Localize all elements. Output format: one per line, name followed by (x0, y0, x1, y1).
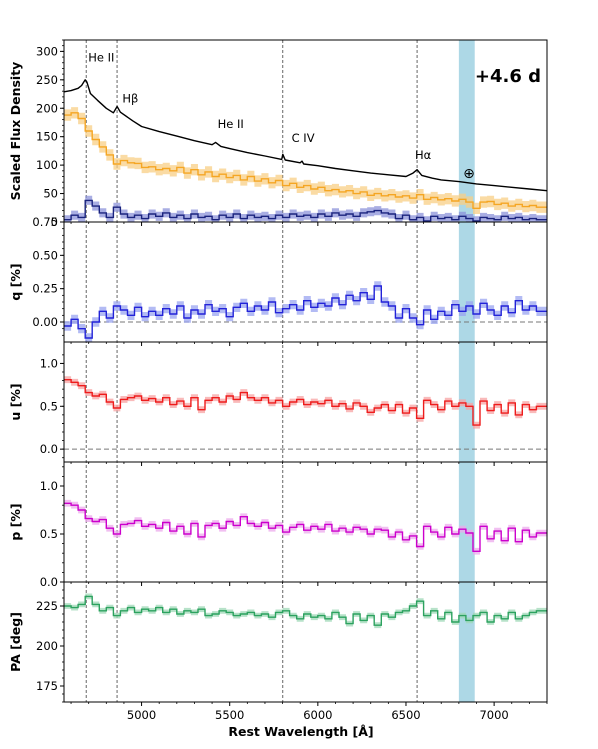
p-series-0-line (64, 502, 547, 552)
xtick-label-4: 7000 (479, 708, 508, 722)
pa-ytick-label-0: 175 (36, 679, 58, 693)
u-ytick-label-1: 0.5 (40, 399, 58, 413)
p-ytick-label-1: 0.5 (40, 527, 58, 541)
line-marker-layer (85, 40, 418, 702)
q-ytick-label-3: 0.75 (32, 215, 58, 229)
flux-line-label-2: He II (218, 117, 244, 131)
u-y-axis-label: u [%] (8, 383, 23, 420)
text-layer: +4.6 d Rest Wavelength [Å] ⊕ 0 50 100 150 20… (8, 44, 541, 739)
panel-pa-frame (63, 581, 548, 703)
flux-line-label-3: C IV (292, 131, 315, 145)
u-series-0-band (64, 376, 547, 429)
xtick-label-2: 6000 (303, 708, 332, 722)
flux-series-1-line (64, 112, 547, 209)
telluric-symbol: ⊕ (463, 166, 475, 182)
panel-flux-plot (64, 79, 547, 222)
u-ytick-label-2: 1.0 (40, 356, 58, 370)
panel-u-plot (64, 376, 547, 450)
panel-p-plot (64, 499, 547, 555)
p-y-axis-label: p [%] (8, 503, 23, 540)
xtick-label-0: 5000 (127, 708, 156, 722)
pa-y-axis-label: PA [deg] (8, 612, 23, 672)
u-ytick-label-0: 0.0 (40, 442, 58, 456)
flux-series-1-band (64, 107, 547, 214)
flux-ytick-label-3: 150 (36, 130, 58, 144)
telluric-band (458, 40, 475, 702)
u-series-0-line (64, 379, 547, 426)
q-ytick-label-1: 0.25 (32, 282, 58, 296)
flux-ytick-label-2: 100 (36, 158, 58, 172)
flux-line-label-1: Hβ (122, 92, 138, 106)
flux-ytick-label-4: 200 (36, 101, 58, 115)
p-ytick-label-2: 1.0 (40, 479, 58, 493)
pa-ytick-label-1: 200 (36, 639, 58, 653)
flux-ytick-label-1: 50 (43, 187, 58, 201)
axes-layer (60, 39, 548, 706)
pa-series-0-line (64, 595, 547, 626)
q-series-0-band (64, 281, 547, 342)
q-y-axis-label: q [%] (8, 263, 23, 300)
xtick-label-1: 5500 (215, 708, 244, 722)
panel-pa-plot (64, 593, 547, 629)
p-ytick-label-0: 0.0 (40, 575, 58, 589)
flux-series-2-line (64, 199, 547, 222)
q-series-0-line (64, 285, 547, 339)
xtick-label-3: 6500 (391, 708, 420, 722)
flux-series-2-band (64, 195, 547, 222)
flux-y-axis-label: Scaled Flux Density (8, 62, 23, 201)
flux-line-label-0: He II (88, 51, 114, 65)
panel-q-plot (64, 281, 547, 342)
flux-line-label-4: Hα (415, 148, 432, 162)
flux-ytick-label-0: 0 (51, 215, 58, 229)
flux-ytick-label-5: 250 (36, 73, 58, 87)
plot-layer (64, 79, 547, 629)
flux-ytick-label-6: 300 (36, 44, 58, 58)
telluric-band-layer (458, 40, 475, 702)
epoch-label: +4.6 d (475, 66, 541, 87)
x-axis-label: Rest Wavelength [Å] (228, 724, 373, 739)
q-ytick-label-0: 0.00 (32, 315, 58, 329)
q-ytick-label-2: 0.50 (32, 248, 58, 262)
p-series-0-band (64, 499, 547, 555)
pa-series-0-band (64, 593, 547, 629)
flux-series-0-line (64, 79, 547, 192)
pa-ytick-label-2: 225 (36, 599, 58, 613)
